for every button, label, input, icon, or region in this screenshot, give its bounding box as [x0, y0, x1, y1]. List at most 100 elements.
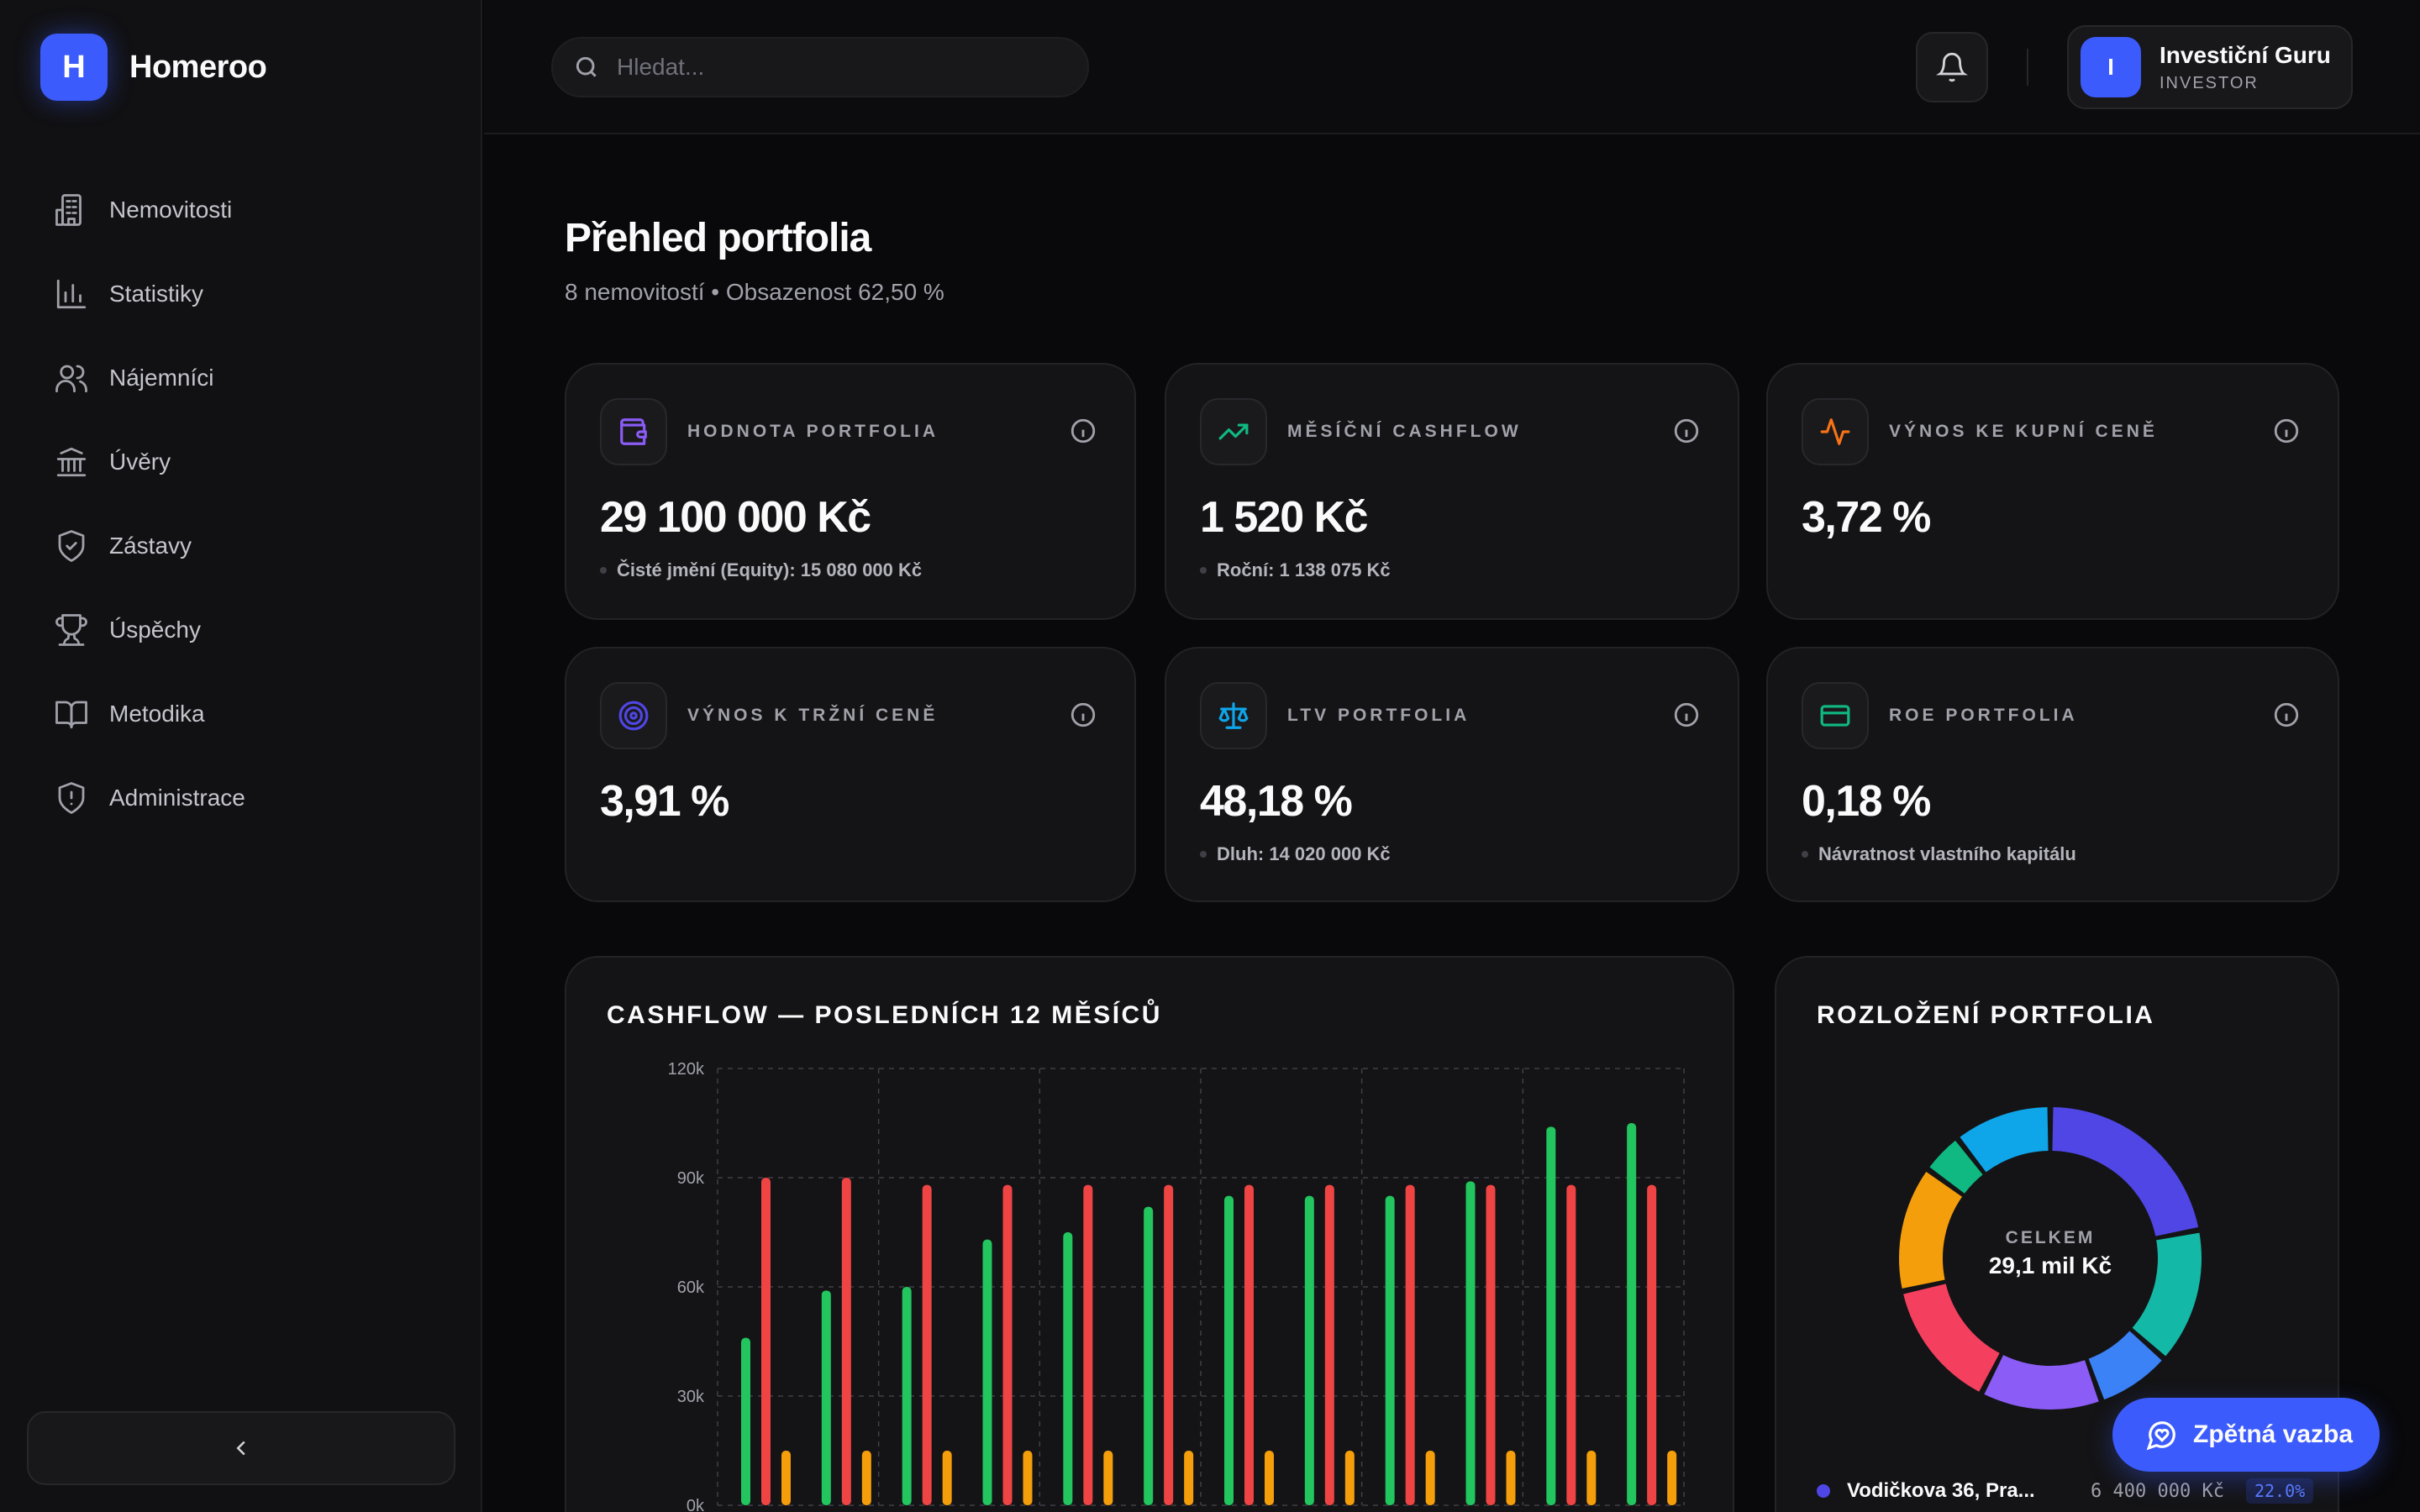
header-divider: [2027, 49, 2028, 86]
trophy-icon: [55, 614, 87, 646]
notifications-button[interactable]: [1916, 32, 1988, 102]
bar[interactable]: [841, 1178, 851, 1505]
bar[interactable]: [1465, 1181, 1476, 1505]
bar[interactable]: [1425, 1451, 1435, 1505]
sidebar-item-administrace[interactable]: Administrace: [34, 756, 449, 840]
bar[interactable]: [942, 1451, 952, 1505]
bar[interactable]: [1667, 1451, 1677, 1505]
bar[interactable]: [1627, 1123, 1637, 1505]
donut-slice[interactable]: [2088, 1331, 2162, 1400]
info-button[interactable]: [1672, 701, 1701, 729]
sidebar-item-nemovitosti[interactable]: Nemovitosti: [34, 168, 449, 252]
bar[interactable]: [761, 1178, 771, 1505]
kpi-value: 3,91 %: [600, 777, 729, 826]
bar[interactable]: [1103, 1451, 1113, 1505]
bar[interactable]: [1002, 1184, 1013, 1505]
bar[interactable]: [1023, 1451, 1033, 1505]
donut-slice[interactable]: [1903, 1284, 2000, 1392]
legend-percent: 22.0%: [2245, 1478, 2314, 1504]
feedback-label: Zpětná vazba: [2193, 1420, 2354, 1448]
sidebar-item-label: Úspěchy: [109, 617, 201, 643]
user-role: INVESTOR: [2160, 73, 2259, 92]
sidebar-item-label: Metodika: [109, 701, 205, 727]
kpi-label: LTV PORTFOLIA: [1287, 706, 1470, 725]
brand[interactable]: H Homeroo: [40, 34, 267, 101]
info-icon: [1674, 418, 1699, 444]
bar[interactable]: [1385, 1195, 1395, 1505]
info-button[interactable]: [1069, 701, 1097, 729]
building-icon: [55, 194, 82, 226]
user-menu[interactable]: I Investiční Guru INVESTOR: [2067, 25, 2353, 109]
info-button[interactable]: [2272, 701, 2301, 729]
sidebar-collapse-button[interactable]: [27, 1411, 455, 1485]
sidebar-item-statistiky[interactable]: Statistiky: [34, 252, 449, 336]
bar[interactable]: [1265, 1451, 1274, 1505]
bar[interactable]: [1083, 1184, 1093, 1505]
sidebar: H Homeroo Nemovitosti Statistiky Nájemní…: [0, 0, 482, 1512]
bar[interactable]: [1546, 1126, 1556, 1505]
bar[interactable]: [1344, 1451, 1355, 1505]
sidebar-nav: Nemovitosti Statistiky Nájemníci Úvěry Z…: [34, 168, 449, 840]
bar[interactable]: [1324, 1184, 1334, 1505]
info-button[interactable]: [1069, 417, 1097, 445]
sidebar-item-label: Zástavy: [109, 533, 192, 559]
bar[interactable]: [922, 1184, 932, 1505]
kpi-note: Dluh: 14 020 000 Kč: [1200, 843, 1391, 865]
kpi-label: MĚSÍČNÍ CASHFLOW: [1287, 422, 1522, 441]
kpi-value: 1 520 Kč: [1200, 493, 1369, 542]
bar[interactable]: [1486, 1184, 1496, 1505]
brand-logo: H: [40, 34, 108, 101]
kpi-icon-box: [1802, 398, 1869, 465]
info-icon: [1071, 418, 1096, 444]
bar[interactable]: [1063, 1232, 1073, 1505]
bar[interactable]: [1224, 1195, 1234, 1505]
legend-value: 6 400 000 Kč: [2091, 1480, 2224, 1502]
bar[interactable]: [781, 1451, 791, 1505]
kpi-value: 48,18 %: [1200, 777, 1353, 826]
portfolio-distribution-card: ROZLOŽENÍ PORTFOLIA CELKEM 29,1 mil Kč Vo…: [1775, 956, 2339, 1512]
bar[interactable]: [1506, 1451, 1516, 1505]
kpi-value: 29 100 000 Kč: [600, 493, 871, 542]
bar[interactable]: [1184, 1451, 1194, 1505]
sidebar-item-uspechy[interactable]: Úspěchy: [34, 588, 449, 672]
wallet-icon: [620, 418, 647, 445]
donut-slice[interactable]: [2052, 1107, 2199, 1236]
kpi-note: Návratnost vlastního kapitálu: [1802, 843, 2076, 865]
donut-slice[interactable]: [2132, 1232, 2202, 1357]
kpi-icon-box: [600, 682, 667, 749]
kpi-icon-box: [1200, 398, 1267, 465]
bar[interactable]: [1566, 1184, 1576, 1505]
bar[interactable]: [1244, 1184, 1254, 1505]
bar[interactable]: [1586, 1451, 1597, 1505]
kpi-note: Roční: 1 138 075 Kč: [1200, 559, 1391, 581]
search-input[interactable]: [617, 54, 1054, 81]
donut-slice[interactable]: [1984, 1355, 2099, 1410]
search-box[interactable]: [551, 37, 1089, 97]
sidebar-item-uvery[interactable]: Úvěry: [34, 420, 449, 504]
legend-dot: [1817, 1484, 1830, 1498]
chevron-left-icon: [236, 1441, 245, 1456]
bar-chart-icon: [56, 279, 87, 309]
info-button[interactable]: [1672, 417, 1701, 445]
bar[interactable]: [902, 1287, 912, 1505]
kpi-note: Čisté jmění (Equity): 15 080 000 Kč: [600, 559, 922, 581]
bar[interactable]: [741, 1337, 750, 1505]
bar[interactable]: [1304, 1195, 1314, 1505]
sidebar-item-metodika[interactable]: Metodika: [34, 672, 449, 756]
top-header: I Investiční Guru INVESTOR: [484, 0, 2420, 134]
bar[interactable]: [1647, 1184, 1657, 1505]
bar[interactable]: [1144, 1206, 1154, 1505]
feedback-button[interactable]: Zpětná vazba: [2112, 1398, 2380, 1472]
donut-slice[interactable]: [1929, 1140, 1983, 1194]
sidebar-item-najemnici[interactable]: Nájemníci: [34, 336, 449, 420]
info-button[interactable]: [2272, 417, 2301, 445]
legend-item[interactable]: Vodičkova 36, Pra... 6 400 000 Kč 22.0%: [1817, 1478, 2321, 1504]
sidebar-item-zastavy[interactable]: Zástavy: [34, 504, 449, 588]
bar[interactable]: [861, 1451, 871, 1505]
bar[interactable]: [1164, 1184, 1174, 1505]
donut-slice[interactable]: [1960, 1107, 2049, 1173]
bar[interactable]: [982, 1239, 992, 1505]
bar[interactable]: [821, 1290, 831, 1505]
bar[interactable]: [1405, 1184, 1415, 1505]
donut-slice[interactable]: [1899, 1172, 1963, 1289]
